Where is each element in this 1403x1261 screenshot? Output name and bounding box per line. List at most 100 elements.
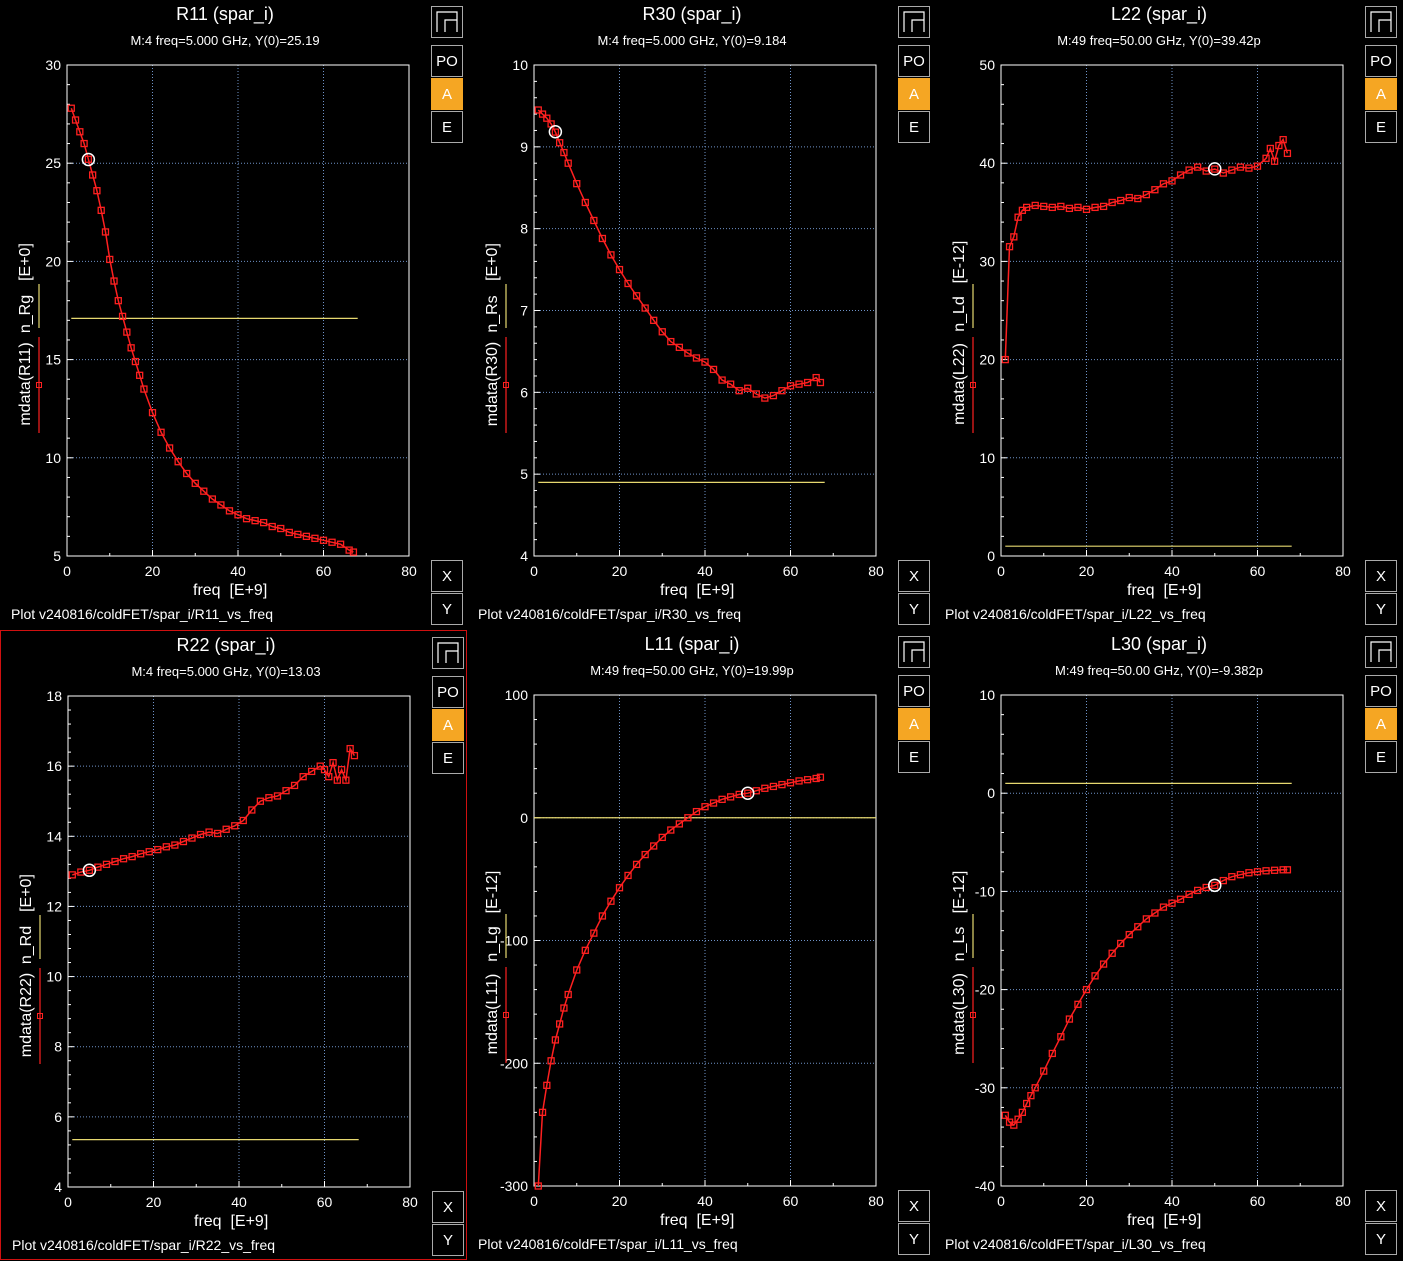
layout-corner-button[interactable]: [1365, 636, 1397, 668]
data-point: [136, 371, 144, 379]
marker-circle[interactable]: [81, 152, 96, 167]
x-button[interactable]: X: [898, 1190, 930, 1222]
y-tick-label: -30: [975, 1080, 995, 1096]
data-point: [551, 1036, 560, 1044]
data-point: [1193, 886, 1202, 895]
data-point: [1168, 177, 1176, 185]
x-button[interactable]: X: [1365, 1190, 1397, 1222]
data-point: [282, 787, 290, 795]
data-point: [812, 373, 820, 382]
y-axis-ref-label: n_Lg: [484, 926, 501, 962]
e-button[interactable]: E: [1365, 741, 1397, 773]
a-button[interactable]: A: [431, 78, 463, 110]
y-button[interactable]: Y: [431, 593, 463, 625]
data-point: [265, 794, 273, 802]
layout-corner-button[interactable]: [898, 636, 930, 668]
plot-panel[interactable]: L22 (spar_i) M:49 freq=50.00 GHz, Y(0)=39…: [934, 0, 1401, 630]
trace-legend-marker: [503, 1012, 509, 1018]
y-button[interactable]: Y: [898, 593, 930, 625]
data-point: [1236, 163, 1245, 171]
layout-corner-button[interactable]: [432, 637, 464, 669]
data-point: [641, 304, 649, 312]
data-point: [67, 104, 75, 112]
plot-panel[interactable]: L30 (spar_i) M:49 freq=50.00 GHz, Y(0)=-9…: [934, 630, 1401, 1260]
x-tick-label: 60: [316, 563, 332, 579]
y-tick-label: 12: [46, 898, 62, 914]
x-button[interactable]: X: [898, 560, 930, 592]
layout-corner-button[interactable]: [431, 6, 463, 38]
chart-svg[interactable]: 0 20 40 60 80 -40 -30 -20 -10 0 10 [E-12] n_Ls mdata(…: [934, 630, 1364, 1230]
po-button[interactable]: PO: [898, 675, 930, 707]
e-button[interactable]: E: [1365, 111, 1397, 143]
chart-svg[interactable]: 0 20 40 60 80 4 6 8 10 12 14 16 18 [E+0] n_Rd mdata(R22…: [1, 631, 431, 1231]
x-button[interactable]: X: [1365, 560, 1397, 592]
data-point: [761, 784, 769, 792]
data-point: [1211, 165, 1219, 173]
data-point: [778, 780, 786, 789]
y-tick-label: 7: [520, 303, 528, 319]
data-point: [200, 487, 208, 495]
po-button[interactable]: PO: [1365, 675, 1397, 707]
e-button[interactable]: E: [431, 111, 463, 143]
y-button[interactable]: Y: [1365, 593, 1397, 625]
po-button[interactable]: PO: [432, 676, 464, 708]
a-button[interactable]: A: [432, 709, 464, 741]
data-point: [342, 776, 350, 784]
data-point: [1031, 1084, 1039, 1092]
plot-panel[interactable]: R30 (spar_i) M:4 freq=5.000 GHz, Y(0)=9.1…: [467, 0, 934, 630]
y-axis-main-label: mdata(L11): [484, 974, 501, 1055]
data-point: [350, 751, 359, 760]
data-point: [803, 378, 812, 387]
y-tick-label: 10: [979, 687, 995, 703]
data-point: [1014, 213, 1022, 221]
x-tick-label: 80: [868, 563, 884, 579]
layout-corner-button[interactable]: [1365, 6, 1397, 38]
plot-panel[interactable]: R22 (spar_i) M:4 freq=5.000 GHz, Y(0)=13.…: [0, 630, 467, 1260]
chart-svg[interactable]: 0 20 40 60 80 5 10 15 20 25 30 [E+0] n_Rg mdata(R11): [0, 0, 430, 600]
po-button[interactable]: PO: [898, 45, 930, 77]
data-point: [709, 799, 718, 807]
corner-layout-icon: [903, 641, 925, 662]
x-button[interactable]: X: [432, 1191, 464, 1223]
layout-corner-button[interactable]: [898, 6, 930, 38]
marker-circle[interactable]: [1208, 162, 1222, 176]
e-button[interactable]: E: [898, 111, 930, 143]
marker-circle[interactable]: [548, 125, 563, 139]
data-point: [1091, 203, 1099, 212]
po-button[interactable]: PO: [1365, 45, 1397, 77]
chart-svg[interactable]: 0 20 40 60 80 4 5 6 7 8 9 10 [E+0] n_Rs mdata(R30): [467, 0, 897, 600]
marker-circle[interactable]: [1208, 878, 1222, 893]
a-button[interactable]: A: [1365, 78, 1397, 110]
data-point: [1001, 355, 1009, 364]
e-button[interactable]: E: [432, 742, 464, 774]
data-point: [795, 777, 803, 785]
y-tick-label: 6: [520, 384, 528, 400]
chart-svg[interactable]: 0 20 40 60 80 0 10 20 30 40 50 [E-12] n_Ld mdata(L22): [934, 0, 1364, 600]
po-button[interactable]: PO: [431, 45, 463, 77]
marker-circle[interactable]: [741, 786, 755, 800]
data-point: [1117, 939, 1125, 948]
e-button[interactable]: E: [898, 741, 930, 773]
data-point: [667, 826, 675, 834]
data-point: [573, 180, 581, 188]
marker-circle[interactable]: [82, 863, 97, 878]
data-point: [1219, 876, 1227, 885]
data-point: [1134, 194, 1142, 203]
data-point: [709, 365, 718, 374]
a-button[interactable]: A: [898, 708, 930, 740]
x-tick-label: 60: [1250, 563, 1266, 579]
plot-panel[interactable]: L11 (spar_i) M:49 freq=50.00 GHz, Y(0)=19…: [467, 630, 934, 1260]
data-point: [1228, 873, 1236, 881]
a-button[interactable]: A: [898, 78, 930, 110]
y-button[interactable]: Y: [1365, 1223, 1397, 1255]
y-button[interactable]: Y: [898, 1223, 930, 1255]
y-button[interactable]: Y: [432, 1224, 464, 1256]
chart-svg[interactable]: 0 20 40 60 80 -300 -200 -100 0 100 [E-12] n_Lgmdata…: [467, 630, 897, 1230]
plot-panel[interactable]: R11 (spar_i) M:4 freq=5.000 GHz, Y(0)=25.…: [0, 0, 467, 630]
x-button[interactable]: X: [431, 560, 463, 592]
data-point: [119, 855, 128, 863]
a-button[interactable]: A: [1365, 708, 1397, 740]
x-tick-label: 20: [1079, 563, 1095, 579]
plot-path: Plot v240816/coldFET/spar_i/L30_vs_freq: [945, 1236, 1206, 1252]
data-point: [234, 511, 242, 519]
